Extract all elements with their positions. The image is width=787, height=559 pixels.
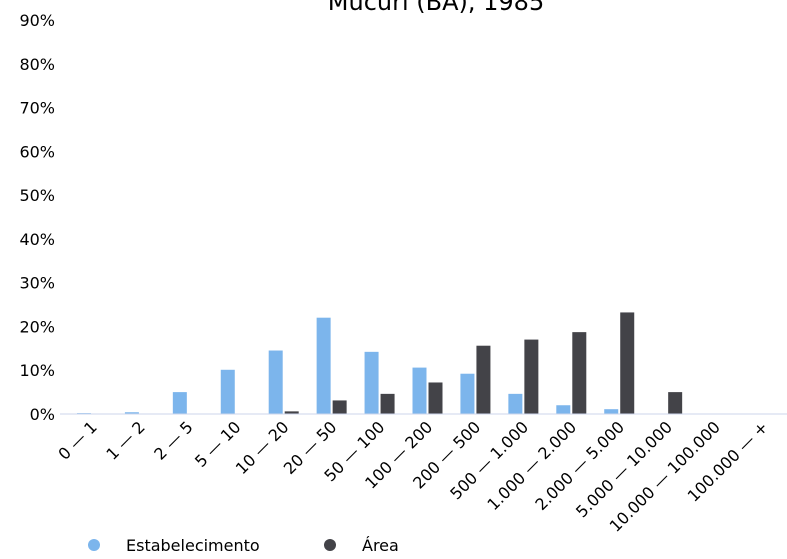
y-axis: 0% 10% 20% 30% 40% 50% 60% 70% 80% 90% [19,11,55,424]
bar-area[interactable] [476,345,491,414]
bar-estabelecimento[interactable] [220,369,235,414]
legend-marker-icon [88,539,100,551]
legend-label: Estabelecimento [126,536,260,555]
bar-estabelecimento[interactable] [268,350,283,414]
bar-area[interactable] [524,339,539,414]
y-tick-label: 30% [19,274,55,293]
legend-item[interactable]: Estabelecimento [88,536,260,555]
chart-title: Mucuri (BA), 1985 [328,0,544,16]
bar-estabelecimento[interactable] [412,367,427,414]
bar-estabelecimento[interactable] [124,412,139,414]
y-tick-label: 90% [19,11,55,30]
plot-area [76,312,683,414]
bar-estabelecimento[interactable] [508,393,523,414]
bar-estabelecimento[interactable] [604,409,619,414]
legend: Estabelecimento Área [88,536,399,555]
bar-estabelecimento[interactable] [172,392,187,414]
bar-area[interactable] [284,411,299,414]
bar-area[interactable] [572,332,587,414]
legend-label: Área [362,536,399,555]
legend-marker-icon [324,539,336,551]
x-tick-label: 2 — 5 [150,417,196,463]
y-tick-label: 80% [19,55,55,74]
y-tick-label: 50% [19,186,55,205]
bar-area[interactable] [380,393,395,414]
bar-area[interactable] [620,312,635,414]
y-tick-label: 0% [30,405,55,424]
bar-area[interactable] [428,382,443,414]
bar-area[interactable] [668,392,683,414]
y-tick-label: 70% [19,99,55,118]
bar-area[interactable] [332,400,347,414]
bar-estabelecimento[interactable] [316,317,331,414]
bar-estabelecimento[interactable] [556,405,571,414]
x-tick-label: 0 — 1 [54,417,100,463]
x-tick-label: 1 — 2 [102,417,148,463]
y-tick-label: 40% [19,230,55,249]
bar-estabelecimento[interactable] [364,351,379,414]
y-tick-label: 10% [19,361,55,380]
y-tick-label: 20% [19,317,55,336]
bar-estabelecimento[interactable] [460,373,475,414]
y-tick-label: 60% [19,142,55,161]
legend-item[interactable]: Área [324,536,399,555]
